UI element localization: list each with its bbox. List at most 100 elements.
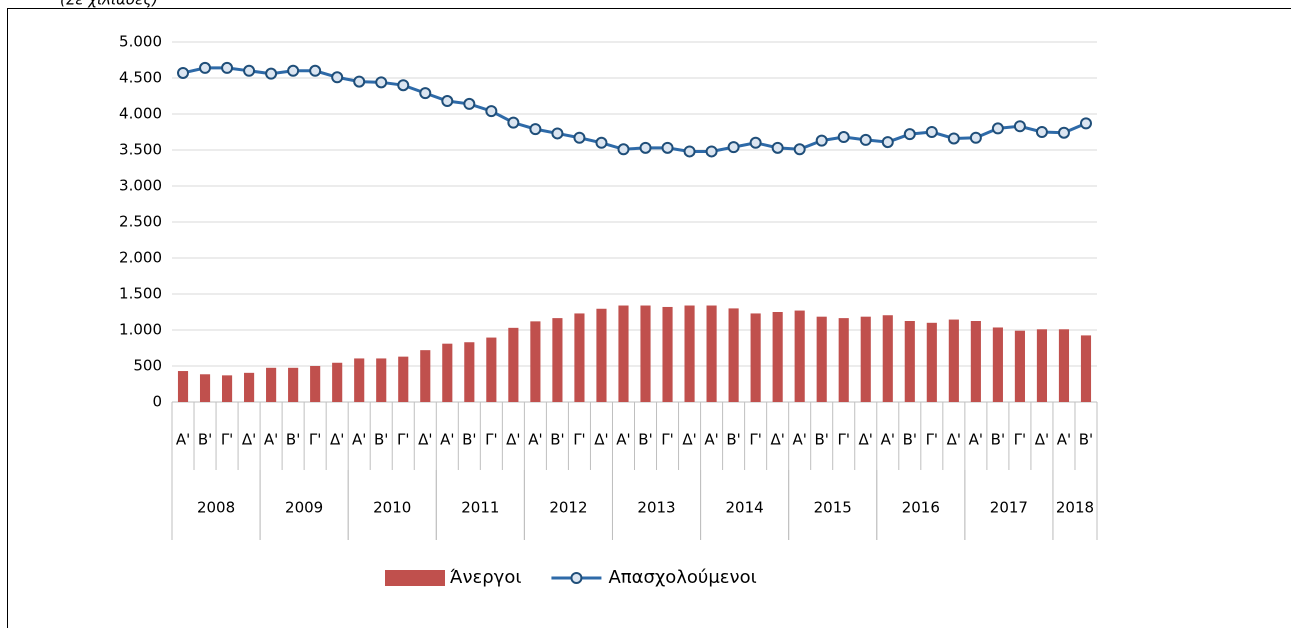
x-tick-label: Α' — [616, 431, 630, 449]
x-tick-label: Γ' — [837, 431, 849, 449]
y-tick-label: 0 — [152, 393, 162, 411]
bar — [1036, 329, 1048, 402]
year-label: 2017 — [990, 499, 1028, 517]
x-tick-label: Β' — [1079, 431, 1093, 449]
x-tick-label: Α' — [704, 431, 718, 449]
x-tick-label: Δ' — [1035, 431, 1049, 449]
line-marker — [353, 75, 366, 88]
subtitle: (Σε χιλιάδες) — [60, 0, 158, 9]
bar — [618, 305, 629, 402]
x-tick-label: Δ' — [506, 431, 520, 449]
x-tick-label: Β' — [903, 431, 917, 449]
x-tick-label: Α' — [176, 431, 190, 449]
y-tick-label: 1.000 — [119, 321, 162, 339]
bar — [1080, 335, 1092, 402]
line-marker — [595, 136, 608, 149]
x-tick-label: Δ' — [242, 431, 256, 449]
x-tick-label: Δ' — [418, 431, 432, 449]
line-marker — [969, 131, 982, 144]
x-tick-label: Β' — [550, 431, 564, 449]
line-marker — [1079, 117, 1092, 130]
x-tick-label: Β' — [991, 431, 1005, 449]
line-marker — [815, 134, 828, 147]
year-label: 2012 — [549, 499, 587, 517]
line-marker — [859, 133, 872, 146]
bar — [860, 316, 871, 402]
line-marker — [639, 141, 652, 154]
bar — [199, 374, 211, 402]
year-label: 2011 — [461, 499, 499, 517]
bar — [706, 305, 717, 402]
y-tick-label: 1.500 — [119, 285, 162, 303]
line-marker — [177, 66, 190, 79]
line-marker — [397, 79, 410, 92]
year-label: 2016 — [902, 499, 940, 517]
line-marker — [1057, 126, 1070, 139]
line-marker — [903, 128, 916, 141]
legend-label: Άνεργοι — [450, 567, 521, 588]
x-tick-label: Β' — [814, 431, 828, 449]
bar — [221, 375, 233, 402]
bar — [926, 322, 937, 402]
bar — [970, 321, 981, 402]
line-marker — [925, 126, 938, 138]
bar — [1014, 330, 1025, 402]
x-tick-label: Γ' — [573, 431, 585, 449]
year-label: 2018 — [1056, 499, 1094, 517]
bar — [1058, 329, 1070, 402]
line-marker — [441, 95, 454, 108]
x-tick-label: Α' — [440, 431, 454, 449]
x-tick-label: Δ' — [770, 431, 784, 449]
x-tick-label: Δ' — [330, 431, 344, 449]
bar — [530, 321, 541, 402]
line-marker — [617, 143, 630, 156]
line-marker — [991, 122, 1004, 135]
bar — [464, 342, 475, 402]
x-tick-label: Γ' — [309, 431, 321, 449]
bar — [354, 358, 365, 402]
x-tick-label: Β' — [286, 431, 300, 449]
bar — [574, 313, 585, 402]
x-tick-label: Β' — [726, 431, 740, 449]
line-marker — [463, 97, 476, 110]
x-tick-label: Δ' — [947, 431, 961, 449]
x-tick-label: Α' — [1057, 431, 1071, 449]
y-tick-label: 500 — [133, 357, 162, 375]
year-label: 2009 — [285, 499, 323, 517]
bar — [750, 313, 761, 402]
x-tick-label: Α' — [528, 431, 542, 449]
x-tick-label: Δ' — [859, 431, 873, 449]
bar — [948, 319, 959, 402]
line-marker — [507, 116, 520, 129]
x-tick-label: Α' — [969, 431, 983, 449]
line-marker — [1035, 126, 1048, 138]
bar — [420, 350, 431, 402]
bar — [882, 315, 893, 402]
line-marker — [573, 131, 586, 144]
bar — [376, 358, 387, 402]
bar — [640, 305, 651, 402]
x-tick-label: Δ' — [682, 431, 696, 449]
y-tick-label: 5.000 — [119, 33, 162, 51]
legend-label: Απασχολούμενοι — [608, 567, 756, 588]
line-marker — [661, 141, 674, 154]
line-marker — [529, 123, 542, 136]
line-marker — [265, 67, 278, 80]
x-tick-label: Α' — [264, 431, 278, 449]
bar — [398, 356, 409, 402]
year-label: 2014 — [726, 499, 764, 517]
line-marker — [419, 87, 432, 100]
legend-swatch — [385, 570, 445, 586]
x-tick-label: Β' — [198, 431, 212, 449]
bar — [266, 367, 277, 402]
line-marker — [793, 143, 806, 156]
x-tick-label: Δ' — [594, 431, 608, 449]
x-tick-label: Γ' — [485, 431, 497, 449]
line-marker — [727, 141, 740, 154]
bar — [992, 327, 1003, 402]
year-label: 2015 — [814, 499, 852, 517]
line-marker — [749, 136, 762, 149]
line-marker — [199, 61, 212, 74]
